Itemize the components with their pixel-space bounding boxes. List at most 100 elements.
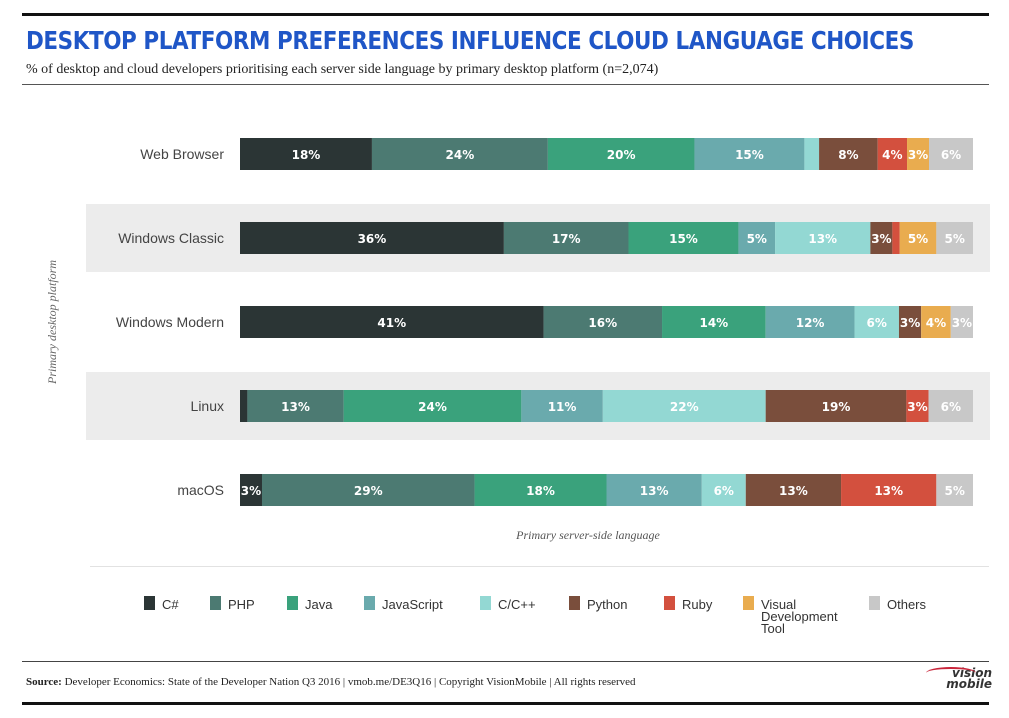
bar-segment: [240, 222, 504, 254]
data-label: 3%: [900, 316, 920, 330]
bar-segment: [240, 138, 372, 170]
legend-swatch: [364, 596, 375, 610]
bar-segment: [503, 222, 629, 254]
legend-swatch: [569, 596, 580, 610]
data-label: 18%: [292, 148, 321, 162]
visionmobile-logo: vision mobile: [920, 667, 992, 698]
data-label: 36%: [358, 232, 387, 246]
data-label: 15%: [669, 232, 698, 246]
source-text: Developer Economics: State of the Develo…: [61, 676, 636, 688]
bar-segment: [371, 138, 548, 170]
data-label: 14%: [699, 316, 728, 330]
bar-segment: [877, 138, 908, 170]
data-label: 5%: [944, 232, 964, 246]
footer-rule: [22, 661, 989, 662]
data-label: 4%: [882, 148, 902, 162]
data-label: 8%: [838, 148, 858, 162]
top-rule: [22, 13, 989, 16]
bar-segment: [701, 474, 746, 506]
data-label: 3%: [241, 484, 261, 498]
bar-segment: [343, 390, 522, 422]
data-label: 29%: [354, 484, 383, 498]
legend-label: Ruby: [682, 597, 713, 612]
legend-label: Development: [761, 609, 838, 624]
data-label: 3%: [952, 316, 972, 330]
bar-segment: [240, 306, 544, 338]
data-label: 15%: [735, 148, 764, 162]
page-title: DESKTOP PLATFORM PREFERENCES INFLUENCE C…: [26, 26, 914, 55]
stacked-bar-chart: 18% 24% 20% 15% 8% 4% 3% 6% 36% 17% 15% 5% 13% 3% 5% 5%…: [45, 138, 990, 636]
data-label: 20%: [607, 148, 636, 162]
data-label: 6%: [867, 316, 887, 330]
data-label: 24%: [418, 400, 447, 414]
bar-segment: [892, 222, 900, 254]
legend-label: C#: [162, 597, 179, 612]
data-label: 17%: [552, 232, 581, 246]
bar-segment: [928, 390, 973, 422]
bar-segment: [936, 222, 973, 254]
bar-segment: [602, 390, 766, 422]
data-label: 13%: [640, 484, 669, 498]
bar-segment: [950, 306, 973, 338]
legend-label: Tool: [761, 621, 785, 636]
legend-label: C/C++: [498, 597, 536, 612]
bar-segment: [745, 474, 842, 506]
data-label: 18%: [526, 484, 555, 498]
y-axis-label: Primary desktop platform: [45, 260, 59, 385]
bar-segment: [240, 474, 262, 506]
bar-segment: [906, 390, 929, 422]
bar-segment: [765, 306, 855, 338]
legend-separator: [90, 566, 989, 567]
bar-segment: [474, 474, 607, 506]
legend-label: Visual: [761, 597, 796, 612]
bar-segment: [738, 222, 776, 254]
data-label: 13%: [281, 400, 310, 414]
data-label: 6%: [714, 484, 734, 498]
bar-segment: [240, 390, 248, 422]
legend-label: Python: [587, 597, 627, 612]
bar-segment: [854, 306, 899, 338]
bar-segment: [804, 138, 820, 170]
data-label: 16%: [588, 316, 617, 330]
data-label: 4%: [926, 316, 946, 330]
category-label: Web Browser: [140, 146, 224, 162]
bar-segment: [662, 306, 766, 338]
legend-swatch: [869, 596, 880, 610]
legend-swatch: [144, 596, 155, 610]
source-label: Source:: [26, 676, 62, 688]
category-label: Windows Modern: [116, 314, 224, 330]
bar-segment: [929, 138, 973, 170]
bar-segment: [921, 306, 951, 338]
legend-label: PHP: [228, 597, 255, 612]
data-label: 11%: [548, 400, 577, 414]
logo-swoosh: [926, 667, 976, 679]
bar-segment: [819, 138, 878, 170]
bar-segment: [694, 138, 805, 170]
legend-label: Java: [305, 597, 333, 612]
legend-swatch: [210, 596, 221, 610]
bar-segment: [521, 390, 603, 422]
data-label: 6%: [941, 148, 961, 162]
data-label: 3%: [908, 148, 928, 162]
legend-swatch: [664, 596, 675, 610]
bar-segment: [247, 390, 344, 422]
page-subtitle: % of desktop and cloud developers priori…: [26, 62, 659, 77]
data-label: 13%: [874, 484, 903, 498]
data-label: 3%: [871, 232, 891, 246]
bar-segment: [606, 474, 702, 506]
bar-segment: [870, 222, 893, 254]
data-label: 5%: [944, 484, 964, 498]
bar-segment: [547, 138, 695, 170]
data-label: 5%: [747, 232, 767, 246]
bar-segment: [899, 222, 937, 254]
bar-segment: [898, 306, 922, 338]
legend-label: JavaScript: [382, 597, 443, 612]
category-label: Windows Classic: [118, 230, 224, 246]
data-label: 41%: [377, 316, 406, 330]
legend-swatch: [480, 596, 491, 610]
bar-segment: [543, 306, 663, 338]
data-label: 19%: [822, 400, 851, 414]
bar-segment: [841, 474, 937, 506]
category-label: macOS: [177, 482, 224, 498]
data-label: 13%: [808, 232, 837, 246]
